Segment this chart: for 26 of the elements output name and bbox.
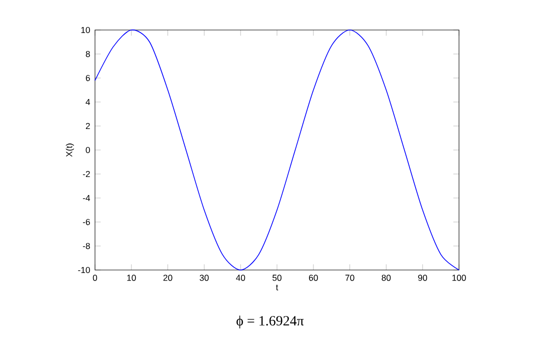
x-tick-label: 80 bbox=[382, 274, 391, 281]
x-axis-title: t bbox=[276, 284, 278, 290]
y-tick-label: 8 bbox=[86, 50, 90, 58]
line-series bbox=[94, 30, 460, 270]
y-tick-label: -4 bbox=[82, 195, 90, 201]
y-tick-label: -2 bbox=[82, 170, 90, 178]
x-tick-label: 100 bbox=[452, 274, 466, 281]
x-tick-label: 50 bbox=[272, 274, 282, 281]
y-tick-label: 4 bbox=[86, 99, 90, 105]
y-tick-label: -8 bbox=[82, 242, 90, 250]
y-tick-label: -10 bbox=[78, 266, 90, 274]
y-tick-label: 2 bbox=[86, 122, 90, 130]
x-tick-label: 90 bbox=[418, 274, 428, 281]
x-tick-label: 40 bbox=[236, 274, 246, 281]
y-tick-label: -6 bbox=[82, 218, 90, 226]
y-tick-label: 0 bbox=[86, 146, 90, 154]
x-tick-label: 0 bbox=[92, 274, 98, 281]
text: ϕ = 1.6924π bbox=[236, 316, 304, 328]
x-tick-label: 70 bbox=[345, 274, 354, 281]
x-tick-label: 20 bbox=[163, 274, 172, 281]
x-tick-label: 30 bbox=[200, 274, 209, 281]
y-axis-title: X(t) bbox=[66, 144, 74, 157]
x-tick-label: 10 bbox=[127, 274, 136, 281]
y-tick-label: 10 bbox=[81, 26, 90, 34]
x-tick-label: 60 bbox=[309, 274, 318, 281]
y-tick-label: 6 bbox=[86, 74, 90, 82]
